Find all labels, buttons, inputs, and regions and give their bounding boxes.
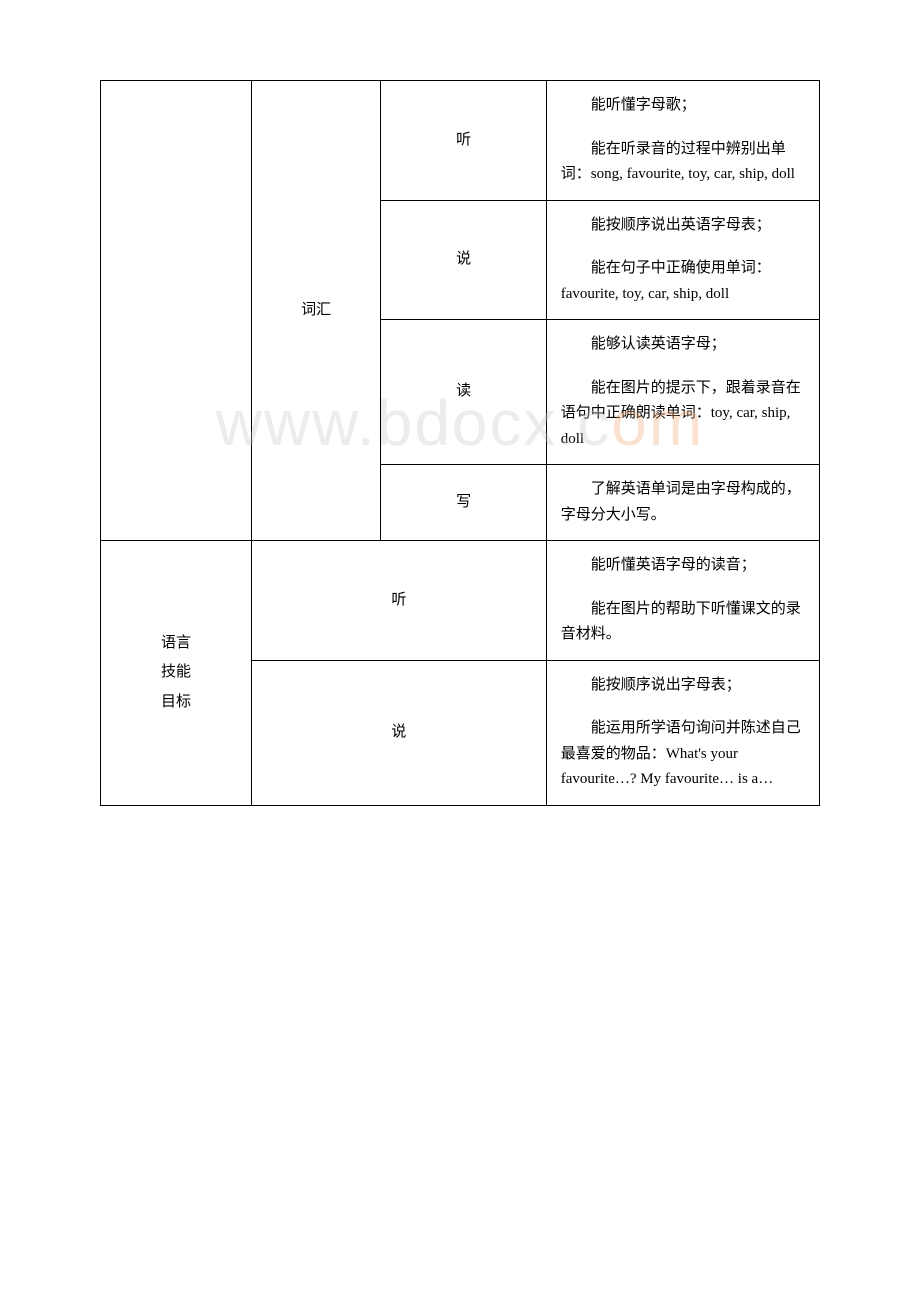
desc-vocab-read-cell: 能够认读英语字母； 能在图片的提示下，跟着录音在语句中正确朗读单词：toy, c… [546, 320, 819, 465]
category-language-skill-goal-cell: 语言 技能 目标 [101, 541, 252, 806]
skill-read-cell: 读 [381, 320, 546, 465]
desc-text: 能听懂英语字母的读音； [561, 553, 805, 579]
skill-listen-cell: 听 [381, 81, 546, 201]
desc-vocab-write-cell: 了解英语单词是由字母构成的，字母分大小写。 [546, 465, 819, 541]
label-line: 语言 [115, 631, 237, 657]
skill-listen-wide-cell: 听 [251, 541, 546, 661]
table-row: 语言 技能 目标 听 能听懂英语字母的读音； 能在图片的帮助下听懂课文的录音材料… [101, 541, 820, 661]
subcategory-vocab-cell: 词汇 [251, 81, 380, 541]
objectives-table: 词汇 听 能听懂字母歌； 能在听录音的过程中辨别出单词：song, favour… [100, 80, 820, 806]
desc-text: 能运用所学语句询问并陈述自己最喜爱的物品：What's your favouri… [561, 716, 805, 793]
label-line: 技能 [115, 660, 237, 686]
skill-speak-wide-cell: 说 [251, 660, 546, 805]
desc-text: 能听懂字母歌； [561, 93, 805, 119]
desc-text: 能够认读英语字母； [561, 332, 805, 358]
desc-text: 能在听录音的过程中辨别出单词：song, favourite, toy, car… [561, 137, 805, 188]
label-line: 目标 [115, 690, 237, 716]
table-row: 词汇 听 能听懂字母歌； 能在听录音的过程中辨别出单词：song, favour… [101, 81, 820, 201]
desc-text: 能在图片的帮助下听懂课文的录音材料。 [561, 597, 805, 648]
desc-lang-speak-cell: 能按顺序说出字母表； 能运用所学语句询问并陈述自己最喜爱的物品：What's y… [546, 660, 819, 805]
skill-speak-cell: 说 [381, 200, 546, 320]
desc-text: 能在图片的提示下，跟着录音在语句中正确朗读单词：toy, car, ship, … [561, 376, 805, 453]
desc-text: 能按顺序说出字母表； [561, 673, 805, 699]
skill-write-cell: 写 [381, 465, 546, 541]
category-cell-empty [101, 81, 252, 541]
desc-vocab-speak-cell: 能按顺序说出英语字母表； 能在句子中正确使用单词：favourite, toy,… [546, 200, 819, 320]
desc-text: 能按顺序说出英语字母表； [561, 213, 805, 239]
desc-text: 了解英语单词是由字母构成的，字母分大小写。 [561, 477, 805, 528]
desc-lang-listen-cell: 能听懂英语字母的读音； 能在图片的帮助下听懂课文的录音材料。 [546, 541, 819, 661]
desc-vocab-listen-cell: 能听懂字母歌； 能在听录音的过程中辨别出单词：song, favourite, … [546, 81, 819, 201]
desc-text: 能在句子中正确使用单词：favourite, toy, car, ship, d… [561, 256, 805, 307]
